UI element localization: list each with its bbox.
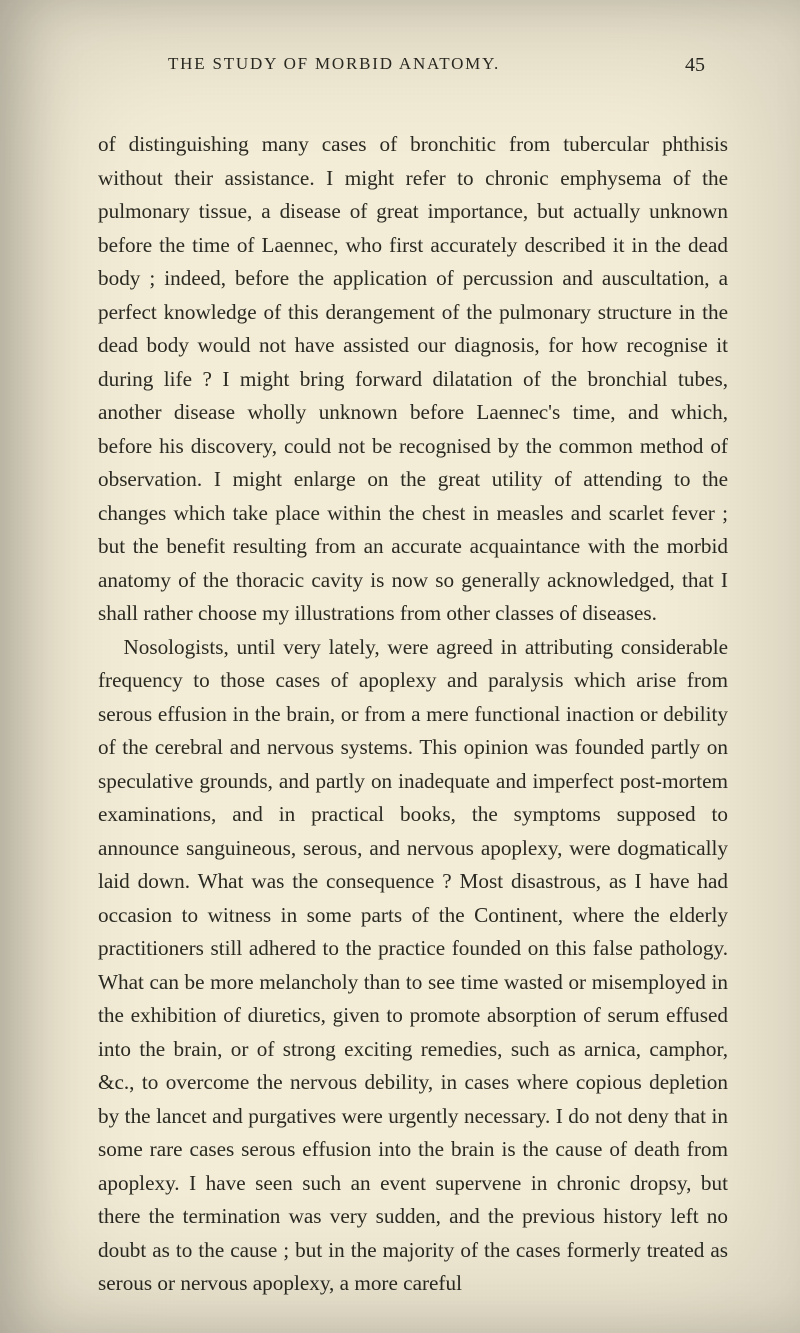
- page-number: 45: [685, 54, 705, 77]
- running-title: THE STUDY OF MORBID ANATOMY.: [168, 54, 500, 77]
- paragraph-2: Nosologists, until very lately, were agr…: [98, 631, 728, 1301]
- paragraph-1: of distinguishing many cases of bronchit…: [98, 128, 728, 631]
- page: THE STUDY OF MORBID ANATOMY. 45 of disti…: [0, 0, 800, 1333]
- body-text: of distinguishing many cases of bronchit…: [98, 128, 728, 1301]
- page-header: THE STUDY OF MORBID ANATOMY. 45: [0, 54, 800, 77]
